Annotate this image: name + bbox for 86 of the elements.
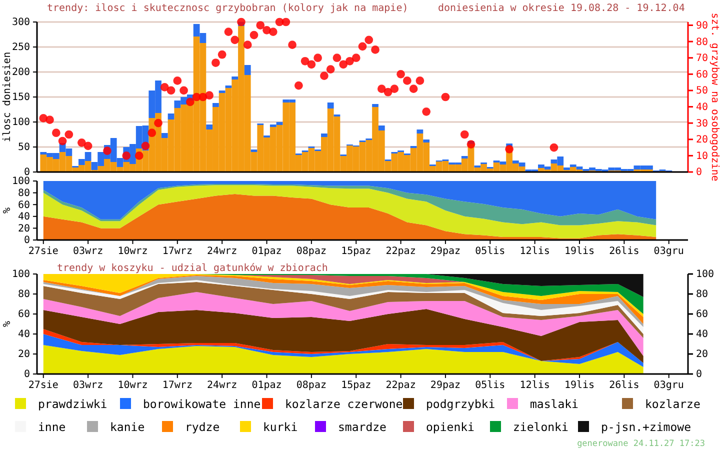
x-tick-label: 17wrz bbox=[162, 246, 192, 258]
x-tick-label: 15paz bbox=[341, 380, 372, 392]
legend-label: maslaki bbox=[530, 397, 579, 411]
legend-label: prawdziwki bbox=[38, 397, 108, 411]
x-tick-label: 26lis bbox=[609, 246, 640, 258]
y2-tick-label: 90 bbox=[696, 20, 708, 32]
y-tick-label: 100 bbox=[12, 269, 30, 280]
y-tick-label: 100 bbox=[12, 176, 30, 188]
y2-tick-label: 80 bbox=[696, 289, 708, 300]
x-tick-label: 10wrz bbox=[118, 380, 148, 392]
x-tick-label: 03wrz bbox=[73, 246, 104, 258]
x-tick-label: 29paz bbox=[430, 246, 461, 258]
x-tick-label: 01paz bbox=[252, 246, 282, 258]
y-tick-label: 300 bbox=[12, 17, 30, 28]
y-tick-label: 20 bbox=[18, 223, 30, 234]
y-tick-label: 200 bbox=[12, 67, 30, 78]
y-tick-label: 250 bbox=[12, 42, 30, 54]
legend-label: borowikowate inne bbox=[143, 397, 261, 411]
legend-label: rydze bbox=[185, 420, 220, 434]
x-tick-label: 01paz bbox=[252, 380, 282, 392]
y-tick-label: 60 bbox=[18, 309, 30, 320]
y-tick-label: 0 bbox=[24, 235, 30, 246]
y2-tick-label: 0 bbox=[696, 369, 702, 380]
legend-label: inne bbox=[38, 420, 66, 434]
chart-title: trendy: ilosc i skutecznosc grzybobran (kolory jak na mapie) bbox=[47, 3, 408, 14]
x-tick-label: 19lis bbox=[564, 246, 595, 258]
y2-tick-label: 100 bbox=[696, 269, 714, 280]
y2-tick-label: 70 bbox=[696, 53, 708, 64]
x-tick-label: 24wrz bbox=[207, 380, 238, 392]
y2-tick-label: 10 bbox=[696, 150, 708, 162]
y-tick-label: 40 bbox=[18, 329, 30, 340]
legend-label: kurki bbox=[263, 420, 298, 434]
y2-tick-label: 60 bbox=[696, 309, 708, 320]
y2-tick-label: 40 bbox=[696, 102, 708, 113]
y-axis-title: % bbox=[2, 207, 13, 214]
y-tick-label: 60 bbox=[18, 200, 30, 211]
x-tick-label: 03wrz bbox=[73, 380, 104, 392]
x-tick-label: 29paz bbox=[430, 380, 461, 392]
x-tick-label: 24wrz bbox=[207, 246, 238, 258]
y-tick-label: 80 bbox=[18, 289, 30, 300]
x-tick-label: 17wrz bbox=[162, 380, 192, 392]
legend-label: kozlarze bbox=[645, 397, 700, 411]
y-tick-label: 50 bbox=[18, 142, 30, 154]
x-tick-label: 03gru bbox=[654, 380, 684, 392]
x-tick-label: 12lis bbox=[520, 246, 550, 258]
y2-tick-label: 20 bbox=[696, 134, 708, 146]
y-tick-label: 0 bbox=[24, 369, 30, 380]
x-tick-label: 27sie bbox=[28, 246, 58, 258]
x-tick-label: 12lis bbox=[520, 380, 550, 392]
x-tick-label: 05lis bbox=[475, 380, 506, 392]
y2-tick-label: 80 bbox=[696, 36, 708, 48]
x-tick-label: 08paz bbox=[296, 246, 326, 258]
y-axis-title: % bbox=[2, 320, 13, 328]
x-tick-label: 05lis bbox=[475, 246, 506, 258]
legend-label: opienki bbox=[426, 420, 475, 434]
y2-tick-label: 40 bbox=[696, 329, 708, 340]
x-tick-label: 22paz bbox=[386, 246, 416, 258]
y2-tick-label: 30 bbox=[696, 118, 708, 130]
y2-tick-label: 50 bbox=[696, 86, 708, 97]
y-tick-label: 100 bbox=[12, 117, 30, 128]
y2-tick-label: 20 bbox=[696, 349, 708, 360]
x-tick-label: 27sie bbox=[28, 380, 58, 392]
legend-label: smardze bbox=[338, 420, 387, 434]
x-tick-label: 08paz bbox=[296, 380, 326, 392]
text: generowane 24.11.27 17:23 bbox=[577, 439, 705, 449]
y-axis-title: ilosc doniesien bbox=[2, 52, 13, 142]
x-tick-label: 15paz bbox=[341, 246, 372, 258]
chart-subtitle: doniesienia w okresie 19.08.28 - 19.12.04 bbox=[438, 3, 685, 14]
x-tick-label: 19lis bbox=[564, 380, 595, 392]
x-tick-label: 10wrz bbox=[118, 246, 148, 258]
y-tick-label: 20 bbox=[18, 349, 30, 360]
y-tick-label: 150 bbox=[12, 92, 30, 104]
y2-tick-label: 0 bbox=[696, 167, 702, 178]
y-tick-label: 80 bbox=[18, 188, 30, 199]
legend-label: zielonki bbox=[513, 420, 568, 434]
y2-axis-title: szt. grzybow na osobogodzine bbox=[709, 12, 720, 182]
x-tick-label: 26lis bbox=[609, 380, 640, 392]
x-tick-label: 03gru bbox=[654, 246, 684, 258]
legend-label: kanie bbox=[110, 420, 145, 434]
x-tick-label: 22paz bbox=[386, 380, 416, 392]
legend-label: p-jsn.+zimowe bbox=[601, 420, 692, 434]
legend-label: podgrzybki bbox=[426, 397, 496, 411]
y-tick-label: 40 bbox=[18, 212, 30, 223]
legend-label: kozlarze czerwone bbox=[285, 397, 403, 411]
y2-tick-label: 60 bbox=[696, 69, 708, 80]
chart-title: trendy w koszyku - udzial gatunków w zbiorach bbox=[57, 263, 328, 274]
